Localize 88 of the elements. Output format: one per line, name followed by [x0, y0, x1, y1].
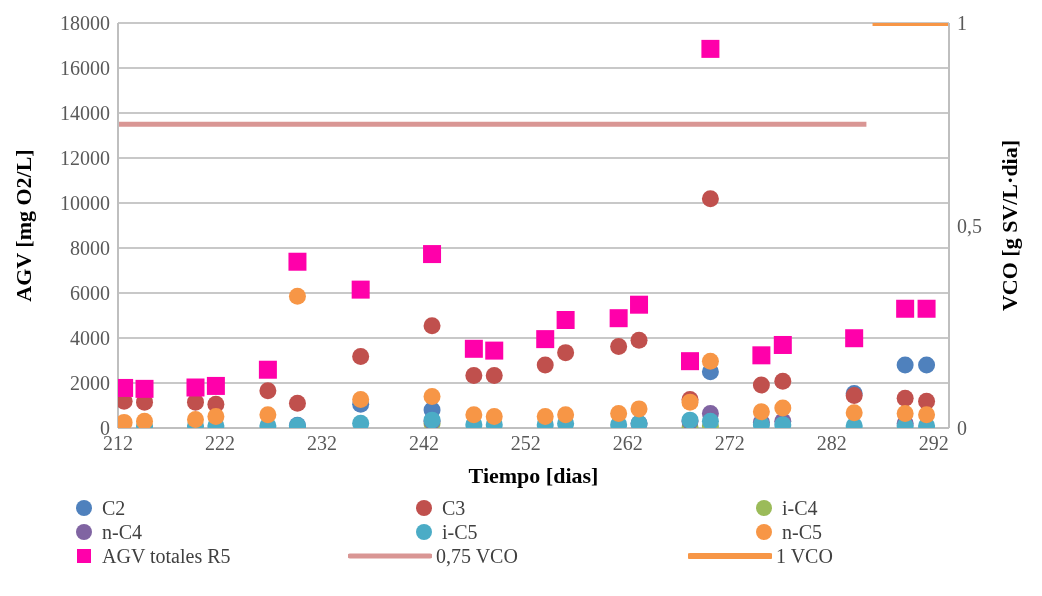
point [701, 190, 719, 208]
point [423, 388, 441, 405]
point [556, 311, 575, 329]
x-tick-label: 222 [204, 432, 235, 455]
point [845, 329, 864, 348]
point [485, 367, 503, 385]
point [186, 378, 205, 397]
point [423, 245, 442, 264]
legend-label: n-C5 [782, 520, 822, 544]
x-tick-label: 272 [714, 432, 745, 455]
point [135, 379, 154, 398]
y2-tick-label: 0 [957, 417, 967, 440]
y2-tick-label: 0,5 [957, 214, 982, 237]
point [557, 406, 575, 424]
point [258, 360, 277, 379]
point [536, 356, 554, 374]
point [610, 405, 628, 423]
point [207, 408, 225, 426]
y-tick-label: 4000 [70, 327, 110, 350]
point [630, 400, 648, 418]
x-tick-label: 262 [612, 432, 643, 455]
point [630, 295, 649, 314]
point [701, 352, 719, 370]
legend-label: C2 [102, 496, 126, 520]
x-tick-label: 252 [510, 432, 541, 455]
legend-label: AGV totales R5 [102, 544, 231, 568]
point [464, 339, 483, 358]
x-tick-label: 242 [408, 432, 439, 455]
point [352, 390, 370, 408]
point [896, 356, 914, 374]
point [136, 412, 154, 428]
point [630, 331, 648, 349]
point [917, 299, 936, 318]
point [752, 403, 770, 421]
point [918, 356, 936, 374]
point [288, 252, 307, 271]
y-tick-label: 14000 [60, 102, 110, 125]
point [288, 287, 306, 305]
point [288, 394, 306, 412]
point [896, 299, 915, 318]
point [352, 347, 370, 365]
point [465, 406, 483, 424]
point [752, 376, 770, 394]
y-tick-label: 2000 [70, 372, 110, 395]
point [681, 352, 700, 371]
point [485, 408, 503, 426]
point [259, 382, 277, 400]
point [351, 280, 370, 299]
point [845, 404, 863, 422]
legend-label: i-C5 [442, 520, 478, 544]
y-tick-label: 6000 [70, 282, 110, 305]
point [774, 372, 792, 390]
point [186, 410, 204, 428]
y2-axis-title: VCO [g SV/L·dia] [996, 139, 1022, 312]
point [485, 341, 504, 360]
point [896, 389, 914, 407]
point [773, 335, 792, 354]
x-tick-label: 232 [306, 432, 337, 455]
legend-label: C3 [442, 496, 466, 520]
point [206, 376, 225, 395]
point [536, 330, 555, 349]
point [423, 317, 441, 335]
point [610, 338, 628, 356]
legend-label: i-C4 [782, 496, 818, 520]
legend-label: 1 VCO [776, 544, 833, 568]
point [896, 405, 914, 423]
y-axis-title: AGV [mg O2/L] [10, 149, 36, 302]
point [609, 309, 628, 328]
y-tick-label: 18000 [60, 12, 110, 35]
point [465, 367, 483, 385]
point [557, 344, 575, 362]
y-tick-label: 10000 [60, 192, 110, 215]
point [701, 412, 719, 428]
legend-label: 0,75 VCO [436, 544, 518, 568]
point [774, 399, 792, 417]
y-tick-label: 8000 [70, 237, 110, 260]
y-tick-label: 12000 [60, 147, 110, 170]
point [752, 346, 771, 365]
point [536, 408, 554, 426]
legend-label: n-C4 [102, 520, 142, 544]
point [259, 406, 277, 424]
y2-tick-label: 1 [957, 12, 967, 35]
x-axis-title: Tiempo [dias] [468, 463, 599, 488]
point [918, 406, 936, 424]
point [701, 39, 720, 58]
y-tick-label: 16000 [60, 57, 110, 80]
x-tick-label: 292 [918, 432, 949, 455]
x-tick-label: 282 [816, 432, 847, 455]
